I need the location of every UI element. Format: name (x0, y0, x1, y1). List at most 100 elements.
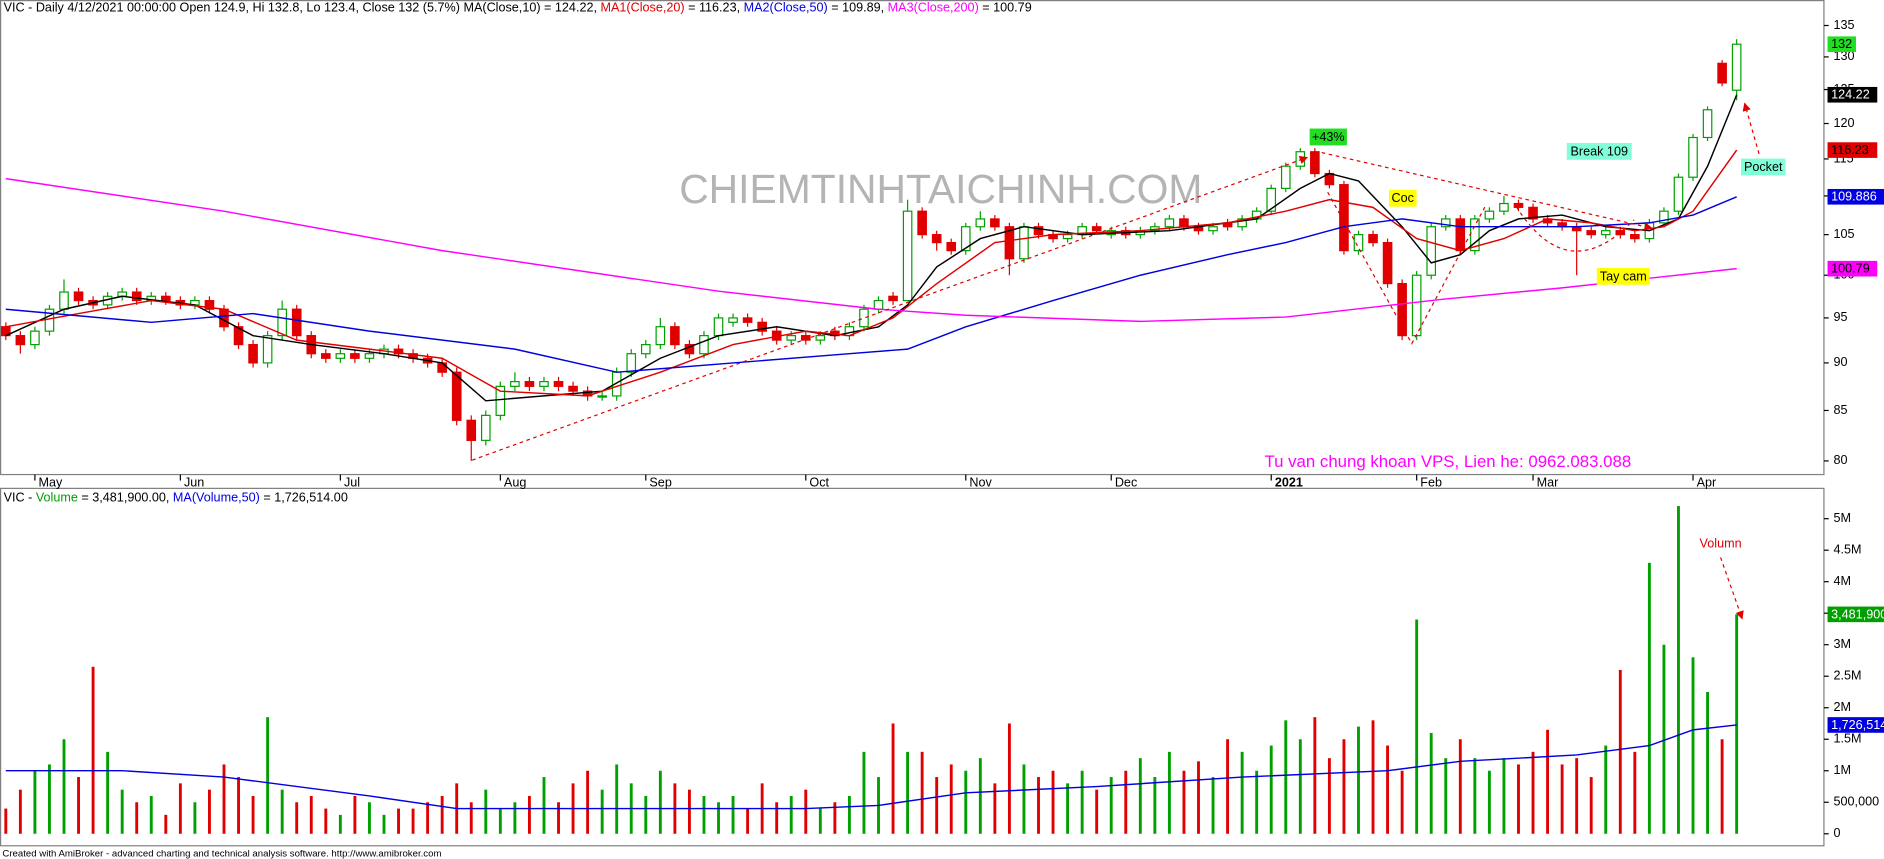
volume-bar (397, 808, 400, 834)
volume-bar (1357, 726, 1360, 834)
volume-bar (687, 789, 691, 834)
candle-body (931, 234, 942, 244)
candle-body (859, 308, 869, 328)
volume-bar (1226, 739, 1230, 834)
volume-bar (717, 802, 720, 834)
x-tick-label: Jun (184, 475, 204, 489)
y-tick-label: 1M (1834, 763, 1852, 777)
volume-bar (1167, 751, 1171, 834)
volume-bar (484, 789, 488, 834)
volume-bar (1429, 732, 1433, 834)
candle-body (1368, 234, 1378, 244)
volume-bar (382, 814, 386, 834)
volume-bar (62, 739, 66, 834)
y-tick-label: 500,000 (1834, 795, 1880, 809)
volume-bar (1589, 777, 1593, 834)
candle-body (335, 353, 346, 359)
end-label-box (1827, 606, 1884, 623)
candle-body (626, 353, 637, 373)
volume-bar (1066, 783, 1070, 834)
candle-body (800, 335, 811, 341)
volume-bar (542, 777, 546, 834)
candle-body (1033, 226, 1044, 236)
end-label-box (1827, 36, 1857, 53)
candle-body (1484, 210, 1495, 220)
volume-bar (251, 795, 255, 834)
price-pane (0, 0, 1825, 476)
volume-bar (702, 795, 706, 834)
watermark: CHIEMTINHTAICHINH.COM (679, 166, 1202, 212)
pocket-label: Pocket (1744, 160, 1783, 174)
volume-bar (1298, 739, 1302, 834)
candle-body (131, 291, 142, 302)
volume-bar (1560, 764, 1564, 834)
candle-body (320, 353, 331, 359)
volume-bar (920, 751, 924, 834)
handle-label: Tay cam (1600, 269, 1647, 283)
candle-body (233, 326, 244, 346)
label-box (1388, 189, 1417, 207)
volume-bar (1604, 745, 1608, 834)
volume-bar (586, 770, 590, 834)
candle-body (1004, 226, 1015, 260)
volume-bar (1327, 758, 1331, 834)
candle-body (495, 385, 506, 416)
volume-bar (295, 802, 299, 834)
volume-bar (324, 808, 328, 834)
volume-bar (847, 795, 851, 834)
volume-bar (1153, 777, 1157, 834)
volume-bar (149, 795, 153, 834)
ma-line (5, 724, 1737, 810)
end-label-box (1827, 142, 1878, 158)
candle-body (1659, 210, 1669, 224)
volume-bar (1080, 770, 1084, 834)
pane-header: VIC - Volume = 3,481,900.00, MA(Volume,5… (4, 491, 348, 505)
volume-bar (1691, 657, 1695, 834)
candle-body (291, 308, 302, 337)
candle-body (888, 295, 898, 302)
end-label: 100.79 (1831, 262, 1870, 276)
candle-body (480, 414, 491, 441)
candle-body (262, 335, 273, 364)
volume-bar (367, 802, 371, 834)
header-part: = 3,481,900.00, (78, 491, 173, 505)
y-tick-label: 0 (1834, 826, 1841, 840)
candle-body (1688, 136, 1698, 178)
volume-bar (469, 802, 473, 834)
volume-bar (1371, 720, 1375, 834)
candle-body (553, 381, 564, 387)
candle-body (568, 385, 578, 392)
volume-bar (120, 789, 124, 834)
label-box (1566, 142, 1632, 160)
volume-bar (833, 802, 837, 834)
candle-body (1528, 206, 1538, 220)
volume-bar (1138, 758, 1142, 834)
y-tick-label: 1.5M (1834, 732, 1862, 746)
candle-body (699, 335, 709, 355)
x-tick-label: Jul (344, 475, 360, 489)
volume-bar (1342, 739, 1346, 834)
y-tick-label: 120 (1834, 116, 1855, 130)
header-part: MA1(Close,20) (600, 1, 684, 15)
volume-bar (440, 795, 444, 834)
candle-body (1600, 230, 1611, 236)
header-part: VIC - Daily 4/12/2021 00:00:00 Open 124.… (4, 1, 601, 15)
volume-bar (1037, 777, 1040, 834)
candle-body (902, 210, 913, 302)
candle-body (1397, 282, 1407, 337)
candle-body (1237, 218, 1247, 228)
volume-bar (411, 808, 415, 834)
end-label: 3,481,900 (1831, 607, 1884, 621)
volume-bar (1240, 751, 1244, 834)
candle-body (1179, 218, 1189, 228)
volume-bar (1284, 720, 1288, 834)
candle-body (990, 218, 1000, 228)
volume-bar (1415, 619, 1419, 834)
volume-label: Volumn (1700, 537, 1742, 551)
volume-bar (208, 789, 211, 834)
candle-body (1630, 234, 1640, 240)
volume-bar (1313, 717, 1317, 834)
break-label: Break 109 (1570, 144, 1627, 158)
cup-line (1327, 191, 1486, 345)
